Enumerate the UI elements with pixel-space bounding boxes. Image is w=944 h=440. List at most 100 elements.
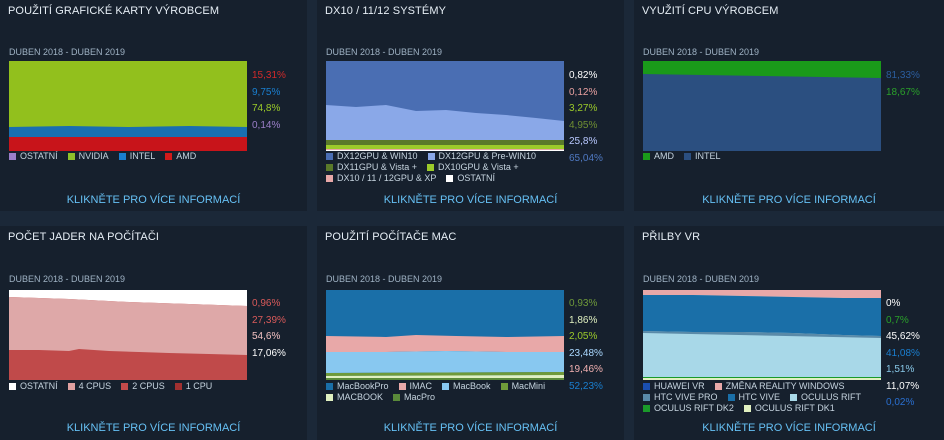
dx-systems-chart xyxy=(326,61,564,151)
legend-label: MacPro xyxy=(404,392,436,402)
legend-swatch xyxy=(398,383,406,390)
legend-swatch xyxy=(165,153,173,160)
legend-swatch xyxy=(9,153,16,160)
legend-label: NVIDIA xyxy=(78,151,109,161)
legend-label: DX10 / 11 / 12GPU & XP xyxy=(337,173,437,183)
value-htc-vive: 41,08% xyxy=(886,347,920,359)
legend: MacBookPro IMAC MacBook MacMini MACBOOK MacPr… xyxy=(326,381,606,403)
legend-label: DX12GPU & Pre-WIN10 xyxy=(438,151,537,161)
panel-date-range: DUBEN 2018 - DUBEN 2019 xyxy=(326,274,443,284)
legend-label: OCULUS RIFT DK1 xyxy=(754,403,835,413)
area-xp xyxy=(326,149,564,150)
more-info-link[interactable]: KLIKNĚTE PRO VÍCE INFORMACÍ xyxy=(702,194,876,206)
legend-swatch xyxy=(326,164,333,171)
legend-item: DX10GPU & Vista + xyxy=(426,162,519,173)
legend: OSTATNÍ NVIDIA INTEL AMD xyxy=(9,151,289,162)
value-macmini: 2,05% xyxy=(569,331,598,342)
legend-swatch xyxy=(67,383,75,390)
legend-label: OCULUS RIFT DK2 xyxy=(654,403,734,413)
panel-title: DX10 / 11/12 SYSTÉMY xyxy=(325,5,447,17)
legend-label: INTEL xyxy=(695,151,721,161)
panel-dx-systems: DX10 / 11/12 SYSTÉMY DUBEN 2018 - DUBEN … xyxy=(317,0,624,211)
value-windows-mr: 0% xyxy=(886,298,901,309)
legend-label: HTC VIVE xyxy=(738,392,781,402)
legend-item: 2 CPUS xyxy=(121,381,165,392)
legend-item: INTEL xyxy=(118,151,156,162)
panel-title: VYUŽITÍ CPU VÝROBCEM xyxy=(642,5,779,17)
legend-swatch xyxy=(442,383,450,390)
legend-item: OSTATNÍ xyxy=(9,151,58,162)
legend-item: HTC VIVE xyxy=(727,392,781,403)
legend-label: DX10GPU & Vista + xyxy=(437,162,519,172)
panel-cpu-vendor: VYUŽITÍ CPU VÝROBCEM DUBEN 2018 - DUBEN … xyxy=(634,0,944,211)
legend: HUAWEI VR ZMĚNA REALITY WINDOWS HTC VIVE P… xyxy=(643,381,923,414)
value-oculus-rift: 45,62% xyxy=(886,331,920,342)
value-amd: 15,31% xyxy=(252,70,286,81)
legend-item: DX10 / 11 / 12GPU & XP xyxy=(326,173,436,184)
area-macmini xyxy=(326,372,564,376)
legend-swatch xyxy=(727,394,735,401)
legend-label: 2 CPUS xyxy=(132,381,165,391)
value-list: 15,31% 9,75% 74,8% 0,14% xyxy=(252,68,286,134)
value-xp: 0,12% xyxy=(569,86,598,98)
legend-swatch xyxy=(684,153,691,160)
value-1cpu: 0,96% xyxy=(252,298,281,309)
legend-item: DX12GPU & WIN10 xyxy=(326,151,418,162)
value-other: 17,06% xyxy=(252,347,286,359)
panel-date-range: DUBEN 2018 - DUBEN 2019 xyxy=(9,47,126,57)
value-huawei-vr: 11,07% xyxy=(886,380,920,392)
legend-label: MacBookPro xyxy=(337,381,389,391)
legend-swatch xyxy=(446,175,454,182)
value-list: 0,93% 1,86% 2,05% 23,48% 19,46% 52,23% xyxy=(569,296,603,395)
value-htc-vive-pro: 1,51% xyxy=(886,364,915,375)
legend-swatch xyxy=(326,383,333,390)
area-windows-mr xyxy=(643,290,881,298)
panel-cpu-cores: POČET JADER NA POČÍTAČI DUBEN 2018 - DUB… xyxy=(0,226,307,440)
panel-title: POČET JADER NA POČÍTAČI xyxy=(8,231,160,243)
legend-item: ZMĚNA REALITY WINDOWS xyxy=(714,381,845,392)
legend-item: AMD xyxy=(165,151,196,162)
more-info-link[interactable]: KLIKNĚTE PRO VÍCE INFORMACÍ xyxy=(702,422,876,434)
more-info-link[interactable]: KLIKNĚTE PRO VÍCE INFORMACÍ xyxy=(66,422,241,434)
legend-item: OSTATNÍ xyxy=(446,173,495,184)
legend-label: HUAWEI VR xyxy=(654,381,705,391)
legend-label: ZMĚNA REALITY WINDOWS xyxy=(725,381,845,391)
value-macbookpro: 52,23% xyxy=(569,380,603,392)
more-info-link[interactable]: KLIKNĚTE PRO VÍCE INFORMACÍ xyxy=(383,194,558,206)
value-intel: 81,33% xyxy=(886,70,920,81)
area-dx11 xyxy=(326,140,564,145)
legend-item: MacMini xyxy=(500,381,545,392)
legend-swatch xyxy=(643,153,650,160)
value-intel: 9,75% xyxy=(252,86,281,98)
value-oculus-rift-dk1: 0,02% xyxy=(886,397,915,408)
legend-swatch xyxy=(643,383,650,390)
legend-label: DX12GPU & WIN10 xyxy=(337,151,418,161)
legend-label: 1 CPU xyxy=(185,381,213,391)
area-htc-vive xyxy=(643,295,881,336)
legend: DX12GPU & WIN10 DX12GPU & Pre-WIN10 DX11GP… xyxy=(326,151,606,184)
legend-item: MacBookPro xyxy=(326,381,389,392)
legend-label: INTEL xyxy=(129,151,156,161)
legend-swatch xyxy=(326,153,333,160)
panel-date-range: DUBEN 2018 - DUBEN 2019 xyxy=(643,274,760,284)
legend-swatch xyxy=(743,405,751,412)
area-intel xyxy=(9,126,247,137)
legend-item: AMD xyxy=(643,151,674,162)
legend-item: MacBook xyxy=(442,381,491,392)
legend-label: MACBOOK xyxy=(337,392,384,402)
panel-date-range: DUBEN 2018 - DUBEN 2019 xyxy=(326,47,443,57)
legend-label: AMD xyxy=(654,151,674,161)
legend-item: OCULUS RIFT DK2 xyxy=(643,403,734,414)
legend-label: OSTATNÍ xyxy=(20,381,58,391)
more-info-link[interactable]: KLIKNĚTE PRO VÍCE INFORMACÍ xyxy=(383,422,558,434)
value-list: 0,96% 27,39% 54,6% 17,06% xyxy=(252,296,286,362)
legend-item: MACBOOK xyxy=(326,392,383,403)
legend-swatch xyxy=(9,383,16,390)
more-info-link[interactable]: KLIKNĚTE PRO VÍCE INFORMACÍ xyxy=(66,194,241,206)
legend-item: 1 CPU xyxy=(174,381,213,392)
legend-label: OSTATNÍ xyxy=(20,151,58,161)
value-4cpus: 54,6% xyxy=(252,331,281,342)
legend-item: DX11GPU & Vista + xyxy=(326,162,417,173)
legend-swatch xyxy=(790,394,798,401)
value-other: 0,14% xyxy=(252,119,281,131)
